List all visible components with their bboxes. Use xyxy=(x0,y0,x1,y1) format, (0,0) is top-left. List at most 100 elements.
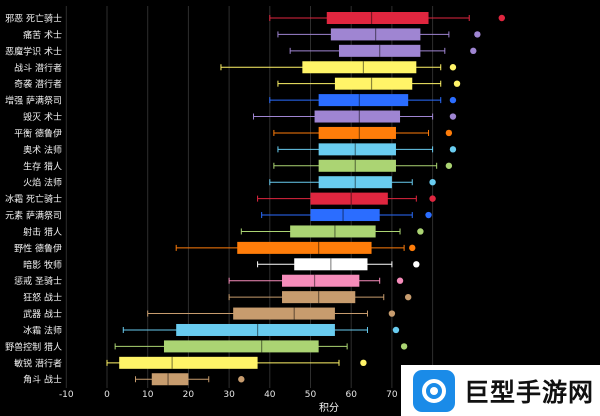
x-axis-ticks: -10 0 10 20 30 40 50 60 70 xyxy=(59,390,398,400)
box-series xyxy=(114,340,408,353)
box-series xyxy=(273,126,453,139)
box-iqr xyxy=(294,258,368,271)
category-label: 敏锐 潜行者 xyxy=(14,357,62,369)
box-iqr xyxy=(237,241,372,254)
box-series xyxy=(122,323,400,336)
box-series xyxy=(269,12,505,24)
x-tick-label: 40 xyxy=(264,390,276,400)
outlier-point xyxy=(449,64,457,71)
outlier-point xyxy=(400,343,408,350)
category-label: 增强 萨满祭司 xyxy=(5,95,62,107)
outlier-point xyxy=(445,162,453,169)
x-tick-label: 60 xyxy=(345,390,357,400)
box-iqr xyxy=(302,61,417,74)
outlier-point xyxy=(388,310,396,317)
watermark-banner: 巨型手游网 xyxy=(401,365,600,416)
x-tick-label: 50 xyxy=(305,390,317,400)
plot-area xyxy=(106,12,505,386)
box-iqr xyxy=(326,12,429,24)
category-label: 痛苦 术士 xyxy=(23,29,62,41)
box-series xyxy=(134,373,245,386)
outlier-point xyxy=(392,326,400,334)
box-series xyxy=(289,44,477,57)
box-iqr xyxy=(282,291,356,304)
category-label: 武器 战士 xyxy=(23,308,62,320)
x-tick-label: 70 xyxy=(386,390,398,400)
box-series xyxy=(253,110,457,123)
box-iqr xyxy=(338,44,421,57)
outlier-point xyxy=(413,261,420,268)
box-iqr xyxy=(282,274,360,287)
category-label: 冰霜 法师 xyxy=(23,324,62,336)
category-label: 惩戒 圣骑士 xyxy=(14,275,62,287)
box-series xyxy=(277,143,457,156)
outlier-point xyxy=(470,47,477,55)
x-tick-label: -10 xyxy=(59,390,74,400)
x-tick-label: 10 xyxy=(142,390,154,400)
category-label: 狂怒 战士 xyxy=(23,292,62,304)
category-label: 元素 萨满祭司 xyxy=(5,210,62,222)
outlier-point xyxy=(453,80,461,87)
outlier-point xyxy=(498,14,505,22)
outlier-point xyxy=(417,228,424,235)
box-iqr xyxy=(310,209,380,222)
box-series xyxy=(269,94,457,107)
box-series xyxy=(273,159,453,172)
box-iqr xyxy=(176,323,335,336)
category-label: 射击 猎人 xyxy=(23,226,62,238)
category-label: 生存 猎人 xyxy=(23,160,62,172)
x-tick-label: 0 xyxy=(104,390,110,400)
category-label: 角斗 战士 xyxy=(23,374,62,386)
category-label: 恶魔学识 术士 xyxy=(5,45,62,57)
box-series xyxy=(228,291,412,304)
outlier-point xyxy=(474,31,481,38)
box-series xyxy=(257,258,420,271)
x-axis-title: 积分 xyxy=(319,402,339,414)
box-iqr xyxy=(163,340,319,353)
category-label: 平衡 德鲁伊 xyxy=(14,127,62,139)
outlier-point xyxy=(429,179,436,186)
box-iqr xyxy=(310,192,388,205)
box-iqr xyxy=(318,159,396,172)
box-series xyxy=(269,176,436,189)
box-iqr xyxy=(233,307,335,320)
category-label: 奇袭 潜行者 xyxy=(14,78,62,90)
category-label: 野兽控制 猎人 xyxy=(5,341,62,353)
box-series xyxy=(240,225,424,238)
category-label: 暗影 牧师 xyxy=(23,259,62,271)
box-series xyxy=(257,192,436,205)
watermark-logo-icon xyxy=(413,369,455,412)
box-iqr xyxy=(318,143,396,156)
outlier-point xyxy=(409,244,416,252)
outlier-point xyxy=(449,146,457,153)
outlier-point xyxy=(238,376,245,383)
box-iqr xyxy=(119,356,258,369)
box-iqr xyxy=(318,94,409,107)
box-iqr xyxy=(151,373,189,386)
outlier-point xyxy=(449,96,457,104)
watermark-text: 巨型手游网 xyxy=(464,377,595,407)
category-label: 毁灭 术士 xyxy=(23,111,62,123)
box-iqr xyxy=(330,28,421,41)
category-label: 冰霜 死亡骑士 xyxy=(5,193,62,205)
box-iqr xyxy=(318,126,396,139)
box-series xyxy=(277,28,481,41)
x-tick-label: 20 xyxy=(183,390,195,400)
category-label: 战斗 潜行者 xyxy=(14,62,62,74)
box-series xyxy=(261,209,432,222)
box-series xyxy=(106,356,367,369)
box-series xyxy=(277,77,461,90)
outlier-point xyxy=(404,293,412,301)
outlier-point xyxy=(396,277,404,284)
outlier-point xyxy=(425,211,432,219)
category-label: 火焰 法师 xyxy=(23,177,62,189)
box-iqr xyxy=(334,77,413,90)
box-series xyxy=(220,61,457,74)
box-series xyxy=(147,307,396,320)
outlier-point xyxy=(445,129,453,137)
box-iqr xyxy=(314,110,401,123)
category-label: 邪恶 死亡骑士 xyxy=(5,13,62,25)
box-iqr xyxy=(318,176,392,189)
